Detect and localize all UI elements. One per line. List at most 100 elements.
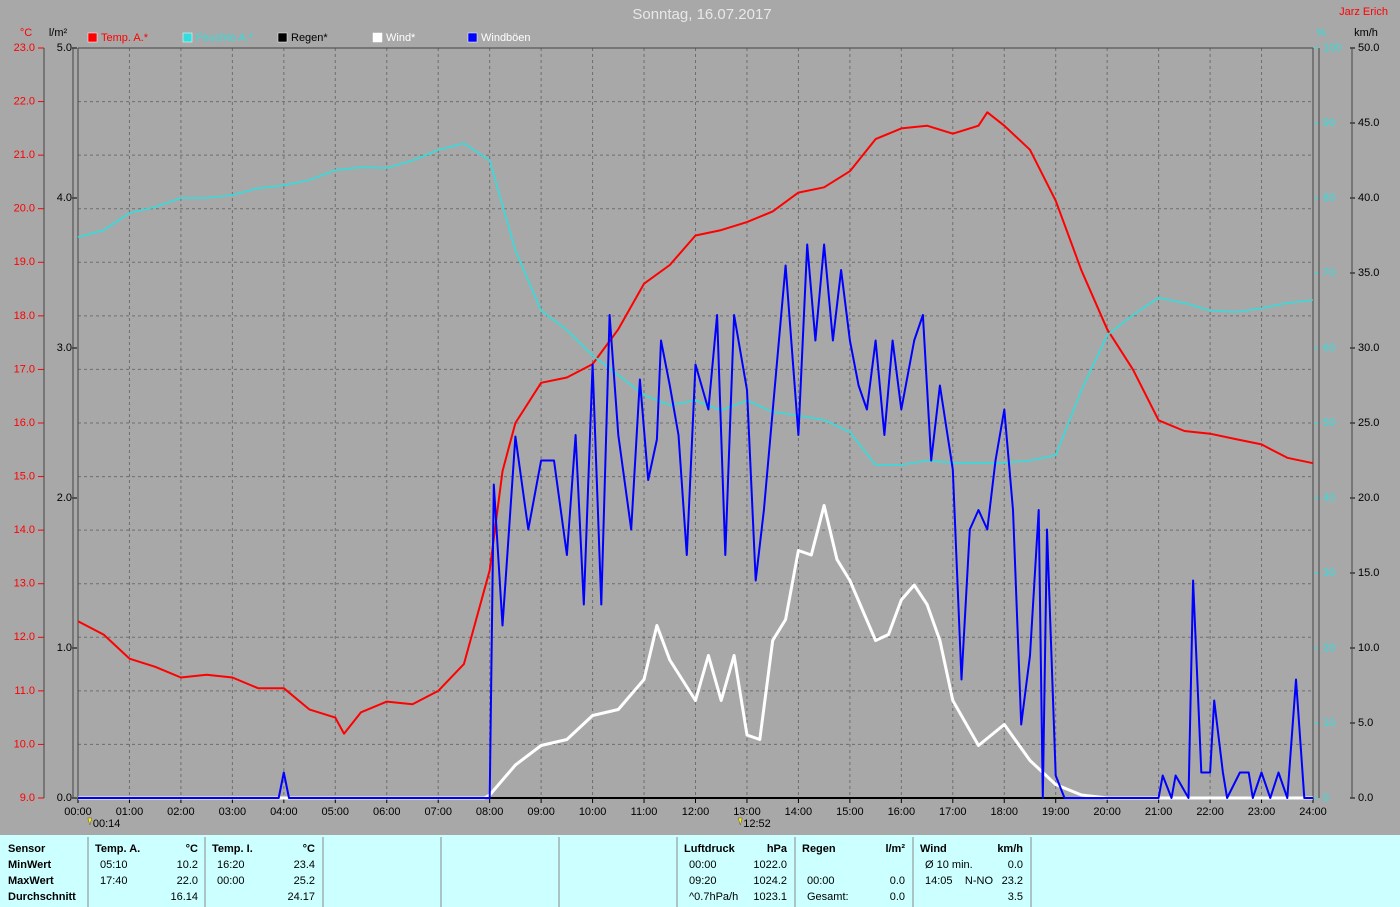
x-tick-label: 09:00 bbox=[527, 806, 555, 818]
cell: 09:20 bbox=[689, 875, 717, 887]
cell: 1024.2 bbox=[753, 875, 787, 887]
cell: Gesamt: bbox=[807, 891, 849, 903]
cell: 0.0 bbox=[890, 891, 905, 903]
y-tick-label: 9.0 bbox=[20, 792, 35, 804]
y2ticks-label: 50 bbox=[1323, 417, 1335, 429]
y3ticks-label: 15.0 bbox=[1358, 567, 1379, 579]
cell: 14:05 bbox=[925, 875, 953, 887]
y-tick-label: 18.0 bbox=[14, 310, 35, 322]
cell: 1022.0 bbox=[753, 859, 787, 871]
legend-swatch bbox=[182, 32, 193, 43]
x-tick-label: 19:00 bbox=[1042, 806, 1070, 818]
group-name: Regen bbox=[802, 843, 836, 855]
y2ticks-label: 90 bbox=[1323, 117, 1335, 129]
annotation-label: 12:52 bbox=[743, 818, 771, 830]
stats-table bbox=[0, 835, 1400, 907]
y-tick-label: 16.0 bbox=[14, 417, 35, 429]
y4ticks-label: 2.0 bbox=[57, 492, 72, 504]
cell: 00:00 bbox=[217, 875, 245, 887]
x-tick-label: 21:00 bbox=[1145, 806, 1173, 818]
y-tick-label: 11.0 bbox=[14, 685, 35, 697]
unit-wind: km/h bbox=[1354, 27, 1378, 39]
row-label: MinWert bbox=[8, 859, 52, 871]
x-tick-label: 16:00 bbox=[888, 806, 916, 818]
y3ticks-label: 0.0 bbox=[1358, 792, 1373, 804]
y-tick-label: 19.0 bbox=[14, 256, 35, 268]
cell: 24.17 bbox=[287, 891, 315, 903]
series-line bbox=[77, 111, 1314, 735]
y3ticks-label: 10.0 bbox=[1358, 642, 1379, 654]
y2ticks-label: 80 bbox=[1323, 192, 1335, 204]
cell: Ø 10 min. bbox=[925, 859, 973, 871]
legend-swatch bbox=[467, 32, 478, 43]
cell: ^0.7hPa/h bbox=[689, 891, 738, 903]
y4ticks-label: 3.0 bbox=[57, 342, 72, 354]
legend-swatch bbox=[372, 32, 383, 43]
y-tick-label: 10.0 bbox=[14, 738, 35, 750]
y3ticks-label: 20.0 bbox=[1358, 492, 1379, 504]
x-tick-label: 20:00 bbox=[1093, 806, 1121, 818]
cell: 0.0 bbox=[1008, 859, 1023, 871]
unit-humidity: % bbox=[1316, 27, 1326, 39]
series-line bbox=[78, 243, 1313, 799]
group-unit: l/m² bbox=[885, 843, 905, 855]
group-name: Wind bbox=[920, 843, 947, 855]
x-tick-label: 05:00 bbox=[322, 806, 350, 818]
cell: 0.0 bbox=[890, 875, 905, 887]
cell: 16.14 bbox=[170, 891, 198, 903]
chart-title: Sonntag, 16.07.2017 bbox=[632, 6, 771, 23]
annotation-icon bbox=[87, 817, 93, 826]
y4ticks-label: 0.0 bbox=[57, 792, 72, 804]
x-tick-label: 13:00 bbox=[733, 806, 761, 818]
legend-label: Windböen bbox=[481, 32, 531, 44]
legend-swatch bbox=[87, 32, 98, 43]
legend-swatch bbox=[277, 32, 288, 43]
annotation-icon bbox=[737, 817, 743, 826]
x-tick-label: 18:00 bbox=[990, 806, 1018, 818]
cell: 1023.1 bbox=[753, 891, 787, 903]
row-label: Durchschnitt bbox=[8, 891, 76, 903]
y-tick-label: 12.0 bbox=[14, 631, 35, 643]
x-tick-label: 00:00 bbox=[64, 806, 92, 818]
y-tick-label: 15.0 bbox=[14, 470, 35, 482]
y2ticks-label: 10 bbox=[1323, 717, 1335, 729]
cell: 00:00 bbox=[807, 875, 835, 887]
series-line bbox=[77, 142, 1314, 466]
x-tick-label: 12:00 bbox=[682, 806, 710, 818]
y4ticks-label: 4.0 bbox=[57, 192, 72, 204]
y4ticks-label: 5.0 bbox=[57, 42, 72, 54]
cell: 00:00 bbox=[689, 859, 717, 871]
x-tick-label: 23:00 bbox=[1248, 806, 1276, 818]
x-tick-label: 01:00 bbox=[116, 806, 144, 818]
x-tick-label: 17:00 bbox=[939, 806, 967, 818]
y-tick-label: 14.0 bbox=[14, 524, 35, 536]
y-tick-label: 13.0 bbox=[14, 578, 35, 590]
cell: 16:20 bbox=[217, 859, 245, 871]
background bbox=[0, 0, 1400, 835]
cell: N-NO bbox=[965, 875, 994, 887]
y-tick-label: 23.0 bbox=[14, 42, 35, 54]
x-tick-label: 06:00 bbox=[373, 806, 401, 818]
cell: 23.4 bbox=[294, 859, 315, 871]
y-tick-label: 20.0 bbox=[14, 203, 35, 215]
x-tick-label: 04:00 bbox=[270, 806, 298, 818]
cell: 23.2 bbox=[1002, 875, 1023, 887]
group-unit: km/h bbox=[997, 843, 1023, 855]
y-tick-label: 21.0 bbox=[14, 149, 35, 161]
y2ticks-label: 70 bbox=[1323, 267, 1335, 279]
y3ticks-label: 40.0 bbox=[1358, 192, 1379, 204]
legend-label: Temp. A.* bbox=[101, 32, 149, 44]
x-tick-label: 02:00 bbox=[167, 806, 195, 818]
x-tick-label: 24:00 bbox=[1299, 806, 1327, 818]
y3ticks-label: 50.0 bbox=[1358, 42, 1379, 54]
y2ticks-label: 60 bbox=[1323, 342, 1335, 354]
x-tick-label: 22:00 bbox=[1196, 806, 1224, 818]
y3ticks-label: 25.0 bbox=[1358, 417, 1379, 429]
group-name: Temp. I. bbox=[212, 843, 253, 855]
cell: 25.2 bbox=[294, 875, 315, 887]
y-tick-label: 22.0 bbox=[14, 95, 35, 107]
series-line bbox=[78, 504, 1313, 800]
cell: 05:10 bbox=[100, 859, 128, 871]
y3ticks-label: 5.0 bbox=[1358, 717, 1373, 729]
